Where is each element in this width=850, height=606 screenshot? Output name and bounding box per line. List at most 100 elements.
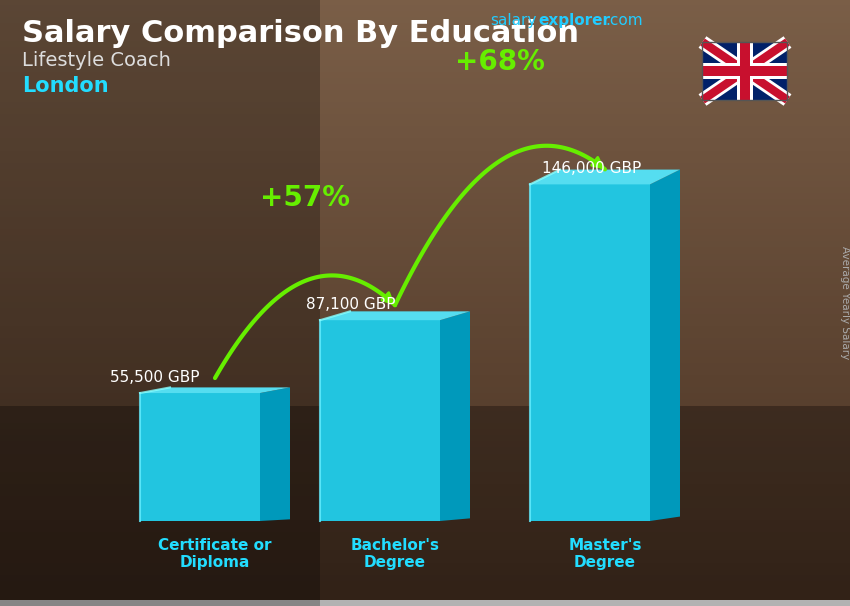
Bar: [0, 102, 850, 109]
Bar: [0, 0, 320, 606]
Bar: [0, 574, 850, 582]
Bar: [0, 429, 850, 436]
Polygon shape: [650, 170, 680, 521]
Bar: [0, 381, 850, 388]
Bar: [0, 478, 850, 485]
Bar: [0, 193, 850, 200]
Bar: [0, 393, 850, 400]
Bar: [0, 471, 850, 479]
Bar: [0, 253, 850, 261]
Bar: [0, 156, 850, 164]
Bar: [0, 259, 850, 267]
Bar: [0, 96, 850, 103]
Bar: [0, 453, 850, 461]
Bar: [0, 484, 850, 491]
Bar: [0, 568, 850, 576]
Bar: [0, 181, 850, 188]
Bar: [0, 326, 850, 333]
Bar: [0, 296, 850, 303]
Bar: [0, 375, 850, 382]
Bar: [0, 459, 850, 467]
Bar: [0, 417, 850, 424]
Text: +68%: +68%: [455, 48, 545, 76]
Bar: [0, 532, 850, 539]
Bar: [0, 235, 850, 242]
Bar: [0, 120, 850, 127]
Bar: [737, 42, 752, 100]
Bar: [0, 387, 850, 394]
Bar: [0, 308, 850, 315]
Bar: [0, 217, 850, 224]
Bar: [0, 405, 850, 412]
Bar: [0, 35, 850, 42]
Polygon shape: [320, 311, 470, 320]
Text: London: London: [22, 76, 109, 96]
Text: Average Yearly Salary: Average Yearly Salary: [840, 247, 850, 359]
Bar: [740, 42, 750, 100]
Bar: [0, 344, 850, 351]
Bar: [0, 150, 850, 158]
Bar: [0, 29, 850, 36]
Text: Salary Comparison By Education: Salary Comparison By Education: [22, 19, 579, 48]
Bar: [0, 508, 850, 515]
Bar: [702, 67, 787, 76]
Bar: [0, 520, 850, 527]
Bar: [0, 247, 850, 255]
Text: 55,500 GBP: 55,500 GBP: [110, 370, 200, 385]
Bar: [0, 72, 850, 79]
Bar: [0, 441, 850, 448]
Bar: [0, 53, 850, 61]
Text: .com: .com: [605, 13, 643, 28]
Bar: [0, 108, 850, 115]
Bar: [0, 514, 850, 521]
Bar: [0, 90, 850, 97]
Bar: [0, 465, 850, 473]
Bar: [0, 435, 850, 442]
Polygon shape: [140, 393, 260, 521]
Text: Lifestyle Coach: Lifestyle Coach: [22, 51, 171, 70]
Bar: [0, 302, 850, 309]
Bar: [0, 229, 850, 236]
Bar: [0, 290, 850, 297]
Bar: [0, 556, 850, 564]
Bar: [0, 162, 850, 170]
Bar: [0, 356, 850, 364]
Polygon shape: [530, 184, 650, 521]
Bar: [0, 593, 850, 600]
Bar: [0, 447, 850, 454]
Bar: [0, 0, 850, 6]
Bar: [0, 562, 850, 570]
Bar: [0, 587, 850, 594]
Bar: [0, 338, 850, 345]
Text: 87,100 GBP: 87,100 GBP: [306, 297, 395, 312]
Bar: [0, 126, 850, 133]
Bar: [702, 42, 787, 100]
Bar: [0, 581, 850, 588]
Bar: [0, 11, 850, 18]
Bar: [0, 284, 850, 291]
Bar: [0, 406, 850, 606]
Bar: [0, 350, 850, 358]
Polygon shape: [140, 387, 290, 393]
Bar: [0, 59, 850, 67]
Text: Bachelor's
Degree: Bachelor's Degree: [350, 538, 439, 570]
Bar: [0, 265, 850, 273]
Bar: [0, 411, 850, 418]
Text: salary: salary: [490, 13, 536, 28]
Bar: [0, 211, 850, 218]
Bar: [0, 368, 850, 376]
Text: +57%: +57%: [260, 184, 350, 212]
Text: explorer: explorer: [538, 13, 610, 28]
Bar: [0, 314, 850, 321]
Bar: [0, 550, 850, 558]
Bar: [0, 526, 850, 533]
Bar: [0, 320, 850, 327]
Bar: [0, 47, 850, 55]
Polygon shape: [530, 170, 680, 184]
Bar: [0, 84, 850, 91]
Bar: [0, 490, 850, 497]
Text: 146,000 GBP: 146,000 GBP: [542, 161, 641, 176]
Bar: [0, 544, 850, 551]
Bar: [0, 114, 850, 121]
Bar: [0, 138, 850, 145]
